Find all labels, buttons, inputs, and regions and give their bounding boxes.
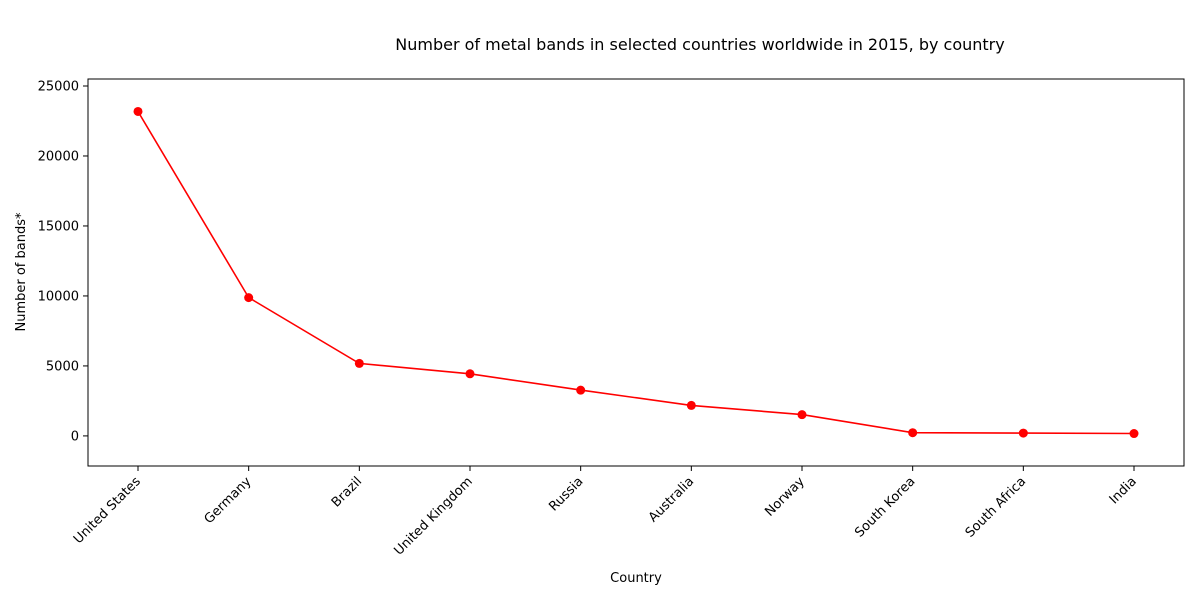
y-tick-label: 5000 <box>46 359 79 374</box>
y-tick-label: 20000 <box>38 149 79 164</box>
data-point <box>797 410 807 420</box>
data-point <box>133 106 143 116</box>
data-point <box>244 293 254 303</box>
x-tick-label: Australia <box>646 474 697 525</box>
x-tick-label: Russia <box>546 474 586 514</box>
x-axis: United States Germany Brazil United Kingdom… <box>71 466 1140 559</box>
data-point <box>1129 429 1139 439</box>
data-point <box>576 385 586 395</box>
series-layer <box>133 106 1139 439</box>
x-tick-label: United States <box>71 474 144 547</box>
y-tick-label: 25000 <box>38 79 79 94</box>
data-point <box>354 358 364 368</box>
x-tick-label: Brazil <box>329 474 365 510</box>
y-tick-label: 15000 <box>38 219 79 234</box>
x-tick-label: India <box>1107 474 1140 507</box>
y-axis: 0 5000 10000 15000 20000 25000 <box>38 79 88 444</box>
x-tick-label: South Korea <box>852 474 918 540</box>
x-tick-label: Norway <box>762 474 808 520</box>
chart-title: Number of metal bands in selected countr… <box>395 35 1004 54</box>
plot-area-frame <box>87 78 1185 467</box>
data-point <box>908 428 918 438</box>
data-point <box>686 400 696 410</box>
series-line <box>137 111 1135 435</box>
data-point <box>465 369 475 379</box>
y-tick-label: 10000 <box>38 289 79 304</box>
x-tick-label: Germany <box>202 474 255 527</box>
x-tick-label: South Africa <box>963 474 1029 540</box>
x-tick-label: United Kingdom <box>391 474 475 558</box>
data-point <box>1018 428 1028 438</box>
x-axis-label: Country <box>610 571 662 586</box>
y-axis-label: Number of bands* <box>14 212 29 331</box>
y-tick-label: 0 <box>71 429 79 444</box>
